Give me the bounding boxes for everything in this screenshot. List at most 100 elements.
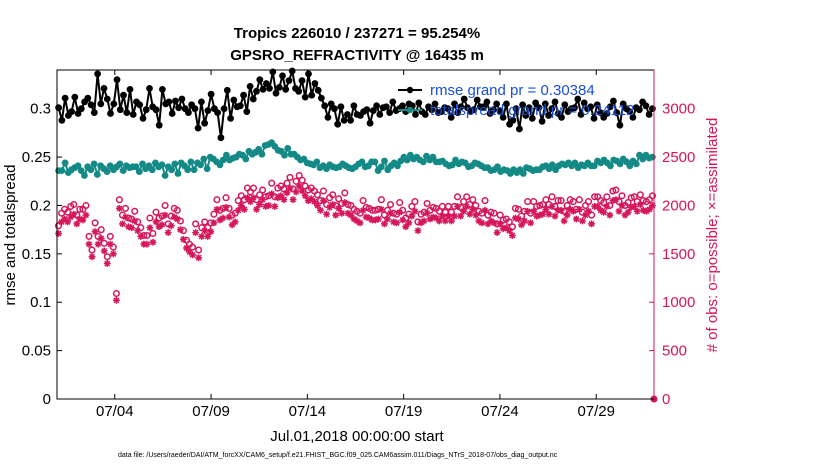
rmse-point xyxy=(214,109,222,116)
rmse-point xyxy=(548,105,556,113)
x-tick-label: 07/04 xyxy=(96,403,134,420)
rmse-point xyxy=(490,106,497,114)
assimilated-point xyxy=(161,211,169,219)
assimilated-point xyxy=(94,240,102,248)
left-y-axis-label: rmse and totalspread xyxy=(2,165,19,306)
assimilated-point xyxy=(192,229,199,236)
series-totalspread xyxy=(55,139,656,179)
assimilated-point xyxy=(374,215,382,223)
rmse-point xyxy=(580,99,588,107)
assimilated-point xyxy=(594,203,602,210)
totalspread-point xyxy=(168,166,176,174)
assimilated-point xyxy=(58,218,65,226)
possible-point xyxy=(70,200,78,209)
possible-point xyxy=(396,199,404,207)
possible-point xyxy=(256,191,264,199)
rmse-point xyxy=(71,93,79,101)
assimilated-point xyxy=(213,205,221,213)
assimilated-point xyxy=(67,213,75,221)
totalspread-point xyxy=(381,157,388,165)
assimilated-point xyxy=(231,218,239,226)
rmse-point xyxy=(275,84,283,91)
totalspread-point xyxy=(171,160,179,168)
assimilated-point xyxy=(167,222,175,230)
assimilated-point xyxy=(173,215,181,223)
assimilated-point xyxy=(353,217,361,225)
possible-point xyxy=(636,191,644,199)
rmse-point xyxy=(61,94,69,102)
assimilated-point xyxy=(97,234,105,242)
rmse-point xyxy=(366,119,374,127)
rmse-point xyxy=(519,101,526,109)
possible-point xyxy=(569,198,577,206)
assimilated-point xyxy=(387,209,394,217)
assimilated-point xyxy=(646,205,653,213)
possible-point xyxy=(460,198,468,206)
assimilated-point xyxy=(569,207,577,215)
possible-point xyxy=(508,223,516,231)
assimilated-point xyxy=(362,213,370,221)
rmse-point xyxy=(619,100,627,108)
rmse-point xyxy=(344,111,351,118)
assimilated-point xyxy=(411,207,419,215)
totalspread-point xyxy=(403,156,411,164)
assimilated-point xyxy=(329,201,337,208)
possible-point xyxy=(146,214,154,222)
rmse-point xyxy=(55,104,62,112)
assimilated-point xyxy=(435,217,443,225)
assimilated-point xyxy=(195,254,203,262)
assimilated-point xyxy=(277,192,285,200)
assimilated-point xyxy=(615,207,623,215)
rmse-point xyxy=(113,76,121,84)
possible-point xyxy=(499,216,507,224)
assimilated-point xyxy=(149,238,157,246)
assimilated-point xyxy=(472,211,480,219)
possible-point xyxy=(600,199,608,207)
assimilated-point xyxy=(164,229,172,236)
rmse-point xyxy=(230,96,238,104)
possible-point xyxy=(557,197,565,205)
assimilated-point xyxy=(542,205,550,213)
assimilated-point xyxy=(128,224,136,232)
possible-point xyxy=(386,200,395,209)
assimilated-point xyxy=(271,203,279,210)
rmse-point xyxy=(152,106,160,114)
rmse-point xyxy=(369,107,377,114)
rmse-point xyxy=(551,98,559,106)
possible-point xyxy=(91,219,99,227)
totalspread-point xyxy=(429,153,437,161)
possible-point xyxy=(335,195,343,203)
totalspread-point xyxy=(158,161,166,169)
rmse-point xyxy=(94,70,101,78)
rmse-point xyxy=(172,97,179,105)
assimilated-point xyxy=(73,220,81,228)
assimilated-point xyxy=(228,221,236,229)
assimilated-point xyxy=(356,219,364,227)
possible-point xyxy=(505,218,513,226)
rmse-point xyxy=(376,111,384,118)
rmse-point xyxy=(451,100,458,108)
totalspread-point xyxy=(626,162,634,170)
possible-point xyxy=(408,202,416,210)
assimilated-point xyxy=(451,212,458,220)
rmse-point xyxy=(217,134,225,142)
assimilated-point xyxy=(298,187,306,195)
possible-point xyxy=(54,222,63,230)
assimilated-point xyxy=(606,211,614,219)
rmse-point xyxy=(185,109,192,116)
assimilated-point xyxy=(189,251,196,259)
assimilated-point xyxy=(460,207,468,215)
rmse-point xyxy=(165,98,173,106)
possible-point xyxy=(481,197,489,205)
rmse-point xyxy=(645,111,653,118)
possible-point xyxy=(85,232,93,240)
rmse-point xyxy=(100,85,108,92)
rmse-point xyxy=(447,114,455,121)
rmse-point xyxy=(516,125,523,133)
right-y-tick-label: 2000 xyxy=(662,197,695,214)
rmse-point xyxy=(535,104,543,112)
totalspread-point xyxy=(358,158,366,166)
assimilated-point xyxy=(131,217,139,225)
assimilated-point xyxy=(122,213,129,221)
possible-point xyxy=(341,189,349,197)
